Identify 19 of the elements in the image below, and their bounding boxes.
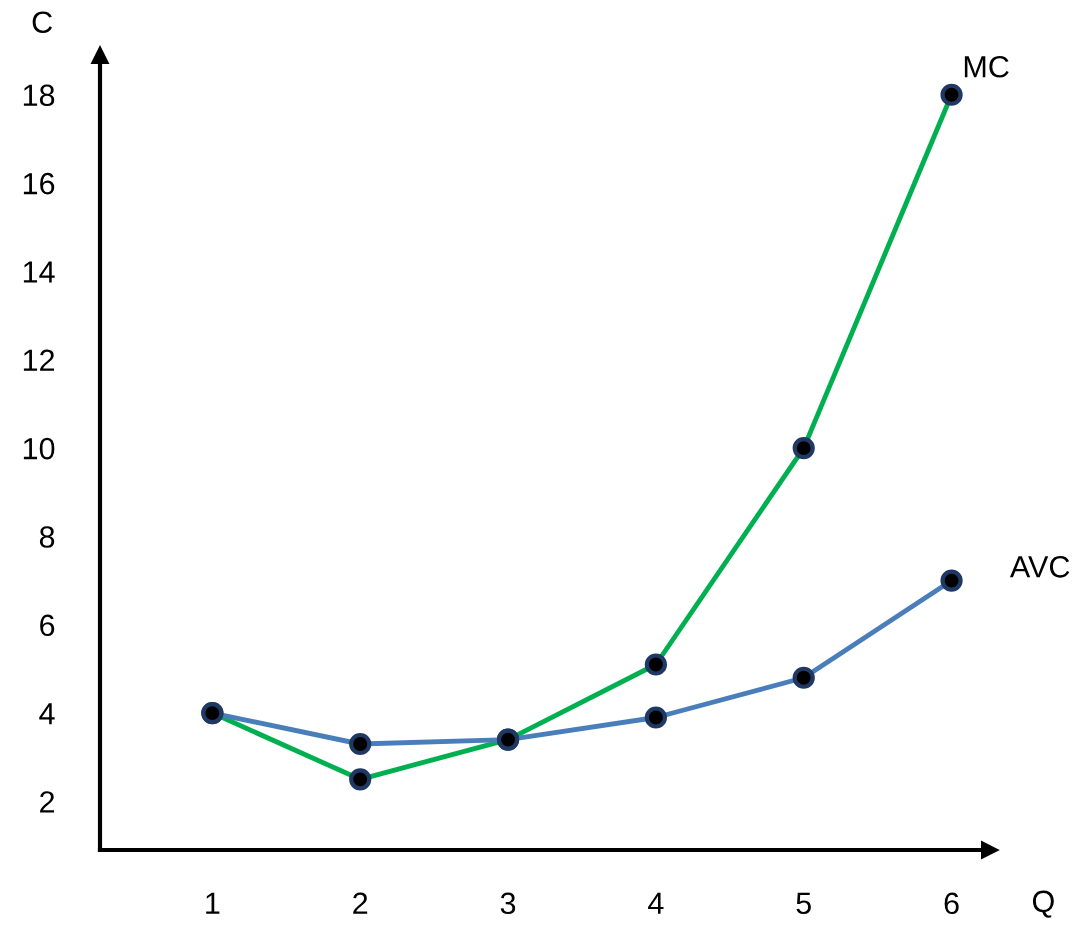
y-tick-label: 2	[40, 791, 55, 813]
x-tick-label: 1	[206, 892, 220, 914]
series-label: AVC	[1009, 556, 1070, 578]
y-tick-label: 12	[23, 349, 55, 371]
x-tick-label: 4	[648, 892, 664, 914]
x-tick-label: 5	[796, 892, 811, 915]
y-tick-label: 18	[23, 84, 55, 107]
x-tick-label: 3	[500, 892, 516, 915]
y-tick-label: 14	[23, 261, 55, 283]
y-tick-label: 10	[23, 437, 55, 460]
y-tick-label: 16	[23, 172, 55, 195]
series-label: MC	[964, 55, 1009, 78]
y-tick-label: 4	[39, 703, 55, 725]
y-tick-label: 6	[40, 614, 55, 637]
x-tick-label: 6	[944, 892, 959, 915]
x-tick-label: 2	[353, 892, 368, 914]
y-tick-label: 8	[39, 526, 55, 548]
y-axis-title: C	[32, 11, 53, 34]
x-axis-title: Q	[1032, 890, 1054, 918]
